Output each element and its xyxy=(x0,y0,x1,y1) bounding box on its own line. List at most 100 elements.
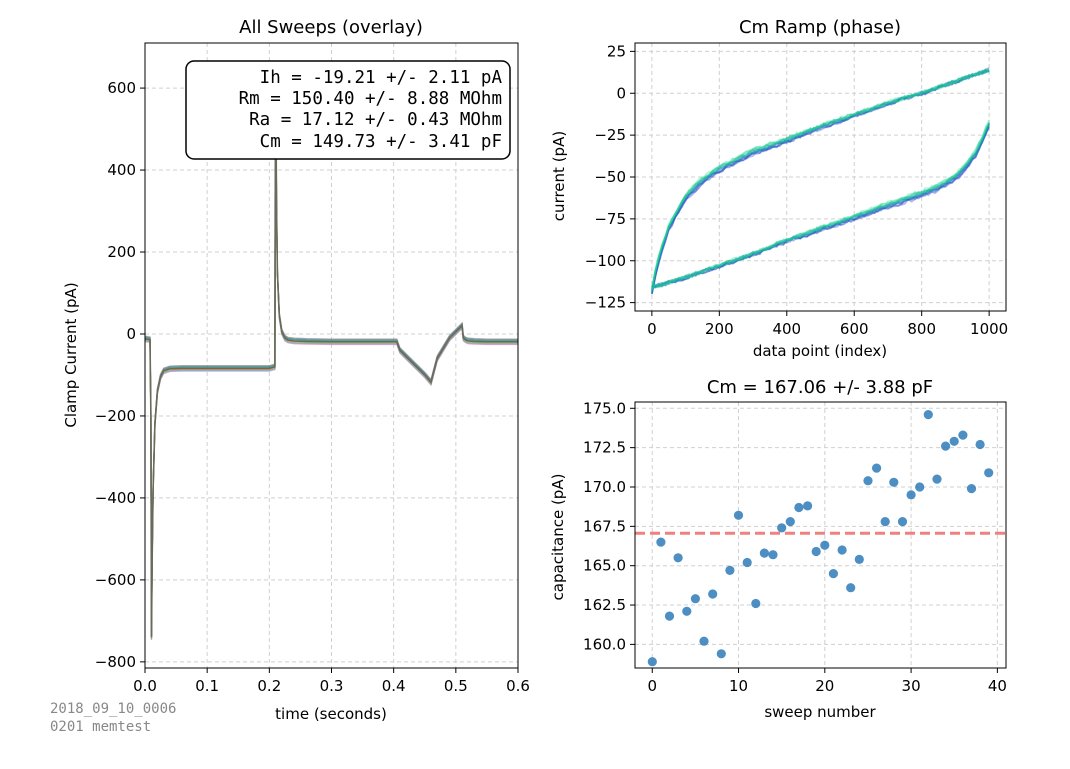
footer-file-id: 2018_09_10_0006 xyxy=(50,701,176,717)
ramp-trace xyxy=(651,122,990,288)
all-sweeps-xtick-label: 0.5 xyxy=(444,677,468,695)
cm-ramp-ytick-label: −75 xyxy=(594,210,626,228)
cm-ramp-chart: Cm Ramp (phase) data point (index) curre… xyxy=(550,17,1008,360)
ramp-trace xyxy=(651,125,990,289)
ramp-trace xyxy=(651,69,990,294)
ramp-trace xyxy=(651,67,990,293)
cm-point xyxy=(923,410,933,420)
cm-ramp-title: Cm Ramp (phase) xyxy=(739,17,901,38)
stats-ih: Ih = -19.21 +/- 2.11 pA xyxy=(260,68,503,88)
cm-ramp-ytick-label: 25 xyxy=(607,42,626,60)
cm-point xyxy=(975,439,985,450)
ramp-trace xyxy=(651,123,990,289)
cm-point xyxy=(854,554,864,565)
ramp-trace xyxy=(651,69,990,290)
cm-point xyxy=(794,502,804,513)
cm-sweeps-xtick-label: 10 xyxy=(729,677,748,695)
ramp-trace xyxy=(651,122,990,289)
cm-ramp-ytick-label: 0 xyxy=(616,84,626,102)
cm-point xyxy=(897,517,908,527)
cm-point xyxy=(656,537,666,547)
ramp-trace xyxy=(651,122,990,290)
ramp-trace xyxy=(651,68,990,289)
cm-ramp-ytick-label: −25 xyxy=(594,126,626,144)
cm-point xyxy=(941,441,951,451)
all-sweeps-ytick-label: 400 xyxy=(107,161,136,179)
all-sweeps-xtick-label: 0.2 xyxy=(257,677,281,695)
all-sweeps-xtick-label: 0.3 xyxy=(320,677,344,695)
cm-point xyxy=(958,430,968,440)
cm-point xyxy=(690,594,701,604)
cm-point xyxy=(880,517,890,527)
cm-point xyxy=(699,636,709,646)
ramp-trace xyxy=(651,68,990,293)
cm-point xyxy=(733,510,744,520)
cm-point xyxy=(725,565,735,576)
cm-point xyxy=(846,583,856,593)
ramp-trace xyxy=(651,70,990,291)
ramp-trace xyxy=(651,70,990,291)
cm-point xyxy=(932,474,942,484)
cm-sweeps-ytick-label: 162.5 xyxy=(583,596,626,614)
cm-ramp-xtick-label: 800 xyxy=(907,320,936,338)
cm-point xyxy=(811,546,821,557)
cm-point xyxy=(673,553,683,563)
cm-sweeps-ytick-label: 167.5 xyxy=(583,517,626,535)
ramp-trace xyxy=(651,70,990,295)
all-sweeps-title: All Sweeps (overlay) xyxy=(239,17,423,38)
all-sweeps-ytick-label: −400 xyxy=(95,489,136,507)
cm-point xyxy=(777,523,787,533)
ramp-trace xyxy=(651,69,990,288)
ramp-trace xyxy=(651,127,990,288)
ramp-trace xyxy=(651,67,990,288)
cm-sweeps-ytick-label: 165.0 xyxy=(583,557,626,575)
cm-point xyxy=(682,606,692,616)
cm-sweeps-title: Cm = 167.06 +/- 3.88 pF xyxy=(707,377,933,398)
all-sweeps-xtick-label: 0.1 xyxy=(195,677,219,695)
footer-protocol: 0201 memtest xyxy=(50,719,151,735)
cm-ramp-xtick-label: 1000 xyxy=(970,320,1008,338)
ramp-trace xyxy=(651,119,990,290)
cm-point xyxy=(820,540,830,550)
cm-ramp-ytick-label: −125 xyxy=(585,294,626,312)
all-sweeps-ylabel: Clamp Current (pA) xyxy=(62,282,80,427)
cm-ramp-ytick-label: −100 xyxy=(585,252,626,270)
cm-point xyxy=(863,476,873,486)
all-sweeps-xtick-label: 0.6 xyxy=(506,677,530,695)
cm-ramp-xtick-label: 400 xyxy=(772,320,801,338)
cm-point xyxy=(803,501,813,511)
cm-point xyxy=(768,550,778,560)
cm-sweeps-xtick-label: 0 xyxy=(647,677,657,695)
cm-sweeps-xtick-label: 20 xyxy=(815,677,834,695)
all-sweeps-xtick-label: 0.4 xyxy=(382,677,406,695)
cm-sweeps-xtick-label: 40 xyxy=(988,677,1007,695)
cm-point xyxy=(915,482,925,492)
cm-point xyxy=(759,548,770,558)
cm-ramp-ylabel: current (pA) xyxy=(550,131,568,221)
sweep-trace-mean xyxy=(145,104,518,638)
all-sweeps-ytick-label: 600 xyxy=(107,79,136,97)
all-sweeps-xlabel: time (seconds) xyxy=(275,705,387,723)
cm-point xyxy=(828,569,839,579)
all-sweeps-ytick-label: 200 xyxy=(107,243,136,261)
ramp-trace xyxy=(651,121,990,287)
cm-point xyxy=(906,490,916,500)
stats-ra: Ra = 17.12 +/- 0.43 MOhm xyxy=(249,110,502,130)
ramp-trace xyxy=(651,123,990,289)
stats-cm: Cm = 149.73 +/- 3.41 pF xyxy=(260,132,502,152)
cm-sweeps-frame xyxy=(634,401,1007,669)
cm-point xyxy=(647,657,657,667)
cm-ramp-xtick-label: 600 xyxy=(840,320,869,338)
ramp-trace xyxy=(651,69,990,294)
ramp-trace xyxy=(651,124,990,289)
cm-point xyxy=(664,611,675,621)
all-sweeps-ytick-label: −200 xyxy=(95,407,136,425)
stats-rm: Rm = 150.40 +/- 8.88 MOhm xyxy=(239,89,502,109)
cm-point xyxy=(837,545,847,555)
all-sweeps-ytick-label: −600 xyxy=(95,571,136,589)
cm-sweeps-xtick-label: 30 xyxy=(902,677,921,695)
cm-sweeps-ytick-label: 172.5 xyxy=(583,439,626,457)
cm-point xyxy=(966,484,977,494)
cm-sweeps-ytick-label: 160.0 xyxy=(583,635,626,653)
